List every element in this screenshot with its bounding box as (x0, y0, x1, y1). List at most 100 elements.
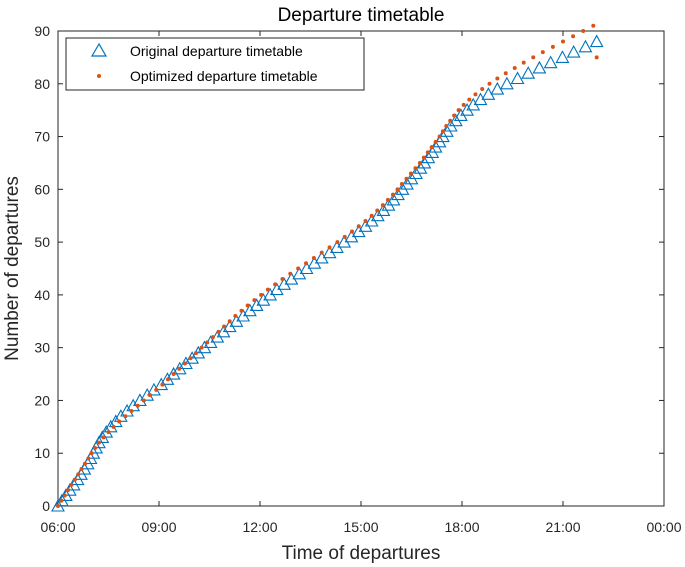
y-tick-label: 70 (34, 129, 50, 145)
optimized-departure-point (456, 108, 461, 113)
optimized-departure-point (473, 92, 478, 97)
legend-dot-marker (97, 74, 101, 78)
optimized-departure-point (123, 414, 128, 419)
x-tick-label: 18:00 (444, 519, 479, 535)
optimized-departure-point (106, 430, 111, 435)
optimized-departure-point (408, 171, 413, 176)
optimized-departure-point (86, 456, 91, 461)
original-departure-point (566, 44, 581, 58)
optimized-departure-point (117, 419, 122, 424)
optimized-departure-point (421, 155, 426, 160)
optimized-departure-point (380, 203, 385, 208)
optimized-departure-point (385, 197, 390, 202)
optimized-departure-point (319, 250, 324, 255)
optimized-departure-point (369, 213, 374, 218)
optimized-departure-point (227, 319, 232, 324)
optimized-departure-point (288, 271, 293, 276)
optimized-departure-point (101, 435, 106, 440)
optimized-departure-point (259, 292, 264, 297)
optimized-departure-point (512, 65, 517, 70)
y-tick-label: 20 (34, 392, 50, 408)
optimized-departure-point (135, 403, 140, 408)
original-departure-point (499, 76, 514, 90)
legend-box (65, 37, 365, 91)
optimized-departure-point (182, 361, 187, 366)
legend-label-original: Original departure timetable (130, 43, 303, 59)
plot-area (57, 30, 665, 507)
optimized-departure-point (452, 113, 457, 118)
optimized-departure-point (399, 182, 404, 187)
optimized-departure-point (194, 350, 199, 355)
optimized-departure-point (199, 345, 204, 350)
optimized-departure-point (111, 424, 116, 429)
optimized-departure-point (495, 76, 500, 81)
optimized-departure-point (72, 477, 77, 482)
original-departure-point (543, 55, 558, 69)
optimized-departure-point (487, 81, 492, 86)
optimized-departure-point (571, 34, 576, 39)
original-departure-point (490, 81, 505, 95)
optimized-departure-point (395, 187, 400, 192)
y-tick-label: 10 (34, 445, 50, 461)
legend-label-optimized: Optimized departure timetable (130, 68, 318, 84)
optimized-departure-point (531, 55, 536, 60)
original-departure-point (589, 34, 604, 48)
optimized-departure-point (62, 493, 67, 498)
optimized-departure-point (165, 377, 170, 382)
original-departure-point (578, 39, 593, 53)
optimized-departure-point (417, 160, 422, 165)
optimized-departure-point (210, 335, 215, 340)
optimized-departure-point (363, 219, 368, 223)
optimized-departure-point (96, 440, 101, 445)
optimized-departure-point (273, 282, 278, 287)
optimized-departure-point (56, 504, 60, 508)
optimized-departure-point (66, 488, 71, 493)
optimized-departure-point (148, 393, 153, 398)
optimized-departure-point (205, 340, 210, 345)
legend-triangle-marker (90, 42, 108, 57)
optimized-departure-point (480, 87, 485, 92)
optimized-departure-point (141, 398, 146, 403)
optimized-departure-point (188, 356, 193, 361)
optimized-departure-point (177, 366, 182, 371)
y-tick-label: 0 (42, 498, 50, 514)
optimized-departure-point (89, 451, 94, 456)
y-tick-label: 30 (34, 340, 50, 356)
optimized-departure-point (154, 387, 159, 392)
optimized-departure-point (444, 124, 449, 128)
x-tick-label: 09:00 (141, 519, 176, 535)
optimized-departure-point (413, 166, 418, 171)
optimized-departure-point (429, 145, 434, 150)
x-tick-label: 21:00 (545, 519, 580, 535)
optimized-departure-point (82, 461, 87, 466)
original-departure-point (510, 71, 525, 85)
y-axis: 0 10 20 30 40 50 60 70 80 90 (34, 23, 664, 514)
optimized-departure-point (59, 498, 64, 503)
optimized-departure-point (239, 308, 244, 313)
optimized-departure-point (404, 176, 409, 181)
optimized-departure-point (171, 372, 176, 377)
optimized-departure-point (540, 50, 545, 55)
optimized-departure-point (79, 467, 84, 472)
optimized-departure-point (503, 71, 508, 76)
optimized-departure-point (591, 23, 596, 28)
chart-title: Departure timetable (278, 5, 445, 26)
optimized-departure-point (129, 409, 134, 413)
optimized-departure-point (440, 129, 445, 134)
y-axis-title: Number of departures (2, 176, 23, 361)
optimized-departure-point (160, 382, 165, 387)
optimized-departure-point (550, 44, 555, 49)
optimized-departure-point (425, 150, 430, 155)
x-tick-label: 06:00 (40, 519, 75, 535)
x-axis: 06:00 09:00 12:00 15:00 18:00 21:00 00:00 (40, 31, 682, 535)
optimized-departure-point (467, 97, 472, 102)
y-tick-label: 40 (34, 287, 50, 303)
optimized-departure-point (356, 224, 361, 229)
optimized-departure-point (437, 134, 442, 139)
optimized-departure-point (265, 287, 270, 292)
optimized-departure-point (311, 255, 316, 260)
legend: Original departure timetable Optimized d… (65, 37, 365, 91)
optimized-departure-point (448, 118, 453, 123)
optimized-departure-point (245, 303, 250, 308)
